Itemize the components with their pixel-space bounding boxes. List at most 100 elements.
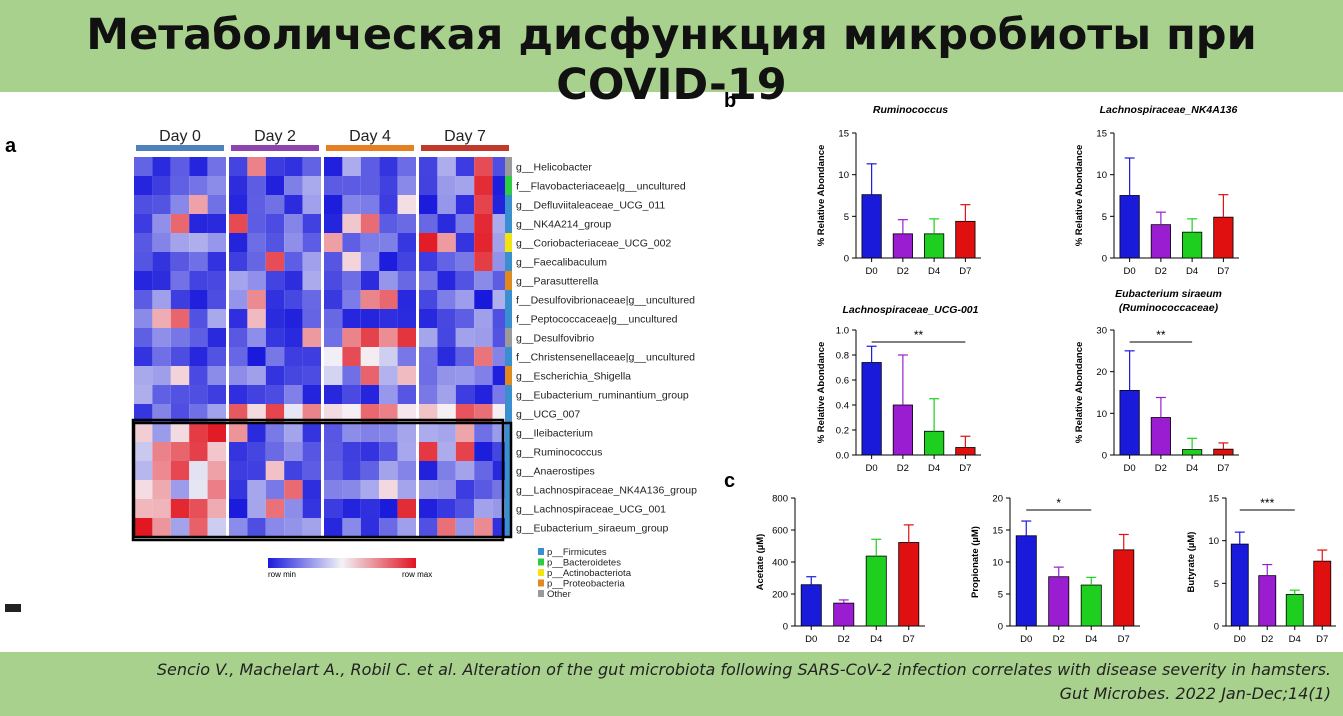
taxon-label: g__Eubacterium_siraeum_group: [516, 523, 669, 535]
x-tick-label: D2: [897, 266, 909, 277]
heatmap-cell: [134, 423, 153, 442]
heatmap-cell: [302, 252, 321, 271]
heatmap-cell: [247, 461, 266, 480]
heatmap-cell: [397, 518, 416, 537]
heatmap-cell: [189, 499, 208, 518]
legend-swatch: [538, 590, 544, 597]
y-tick-label: 0.8: [836, 351, 849, 362]
heatmap-cell: [324, 423, 343, 442]
x-tick-label: D2: [897, 463, 909, 474]
heatmap-cell: [455, 366, 475, 385]
heatmap-cell: [265, 480, 285, 499]
heatmap-cell: [229, 271, 248, 290]
heatmap-cell: [474, 366, 493, 385]
heatmap-cell: [284, 499, 303, 518]
heatmap-panel: Day 0 Day 2 Day 4 Day 7 g__Helicobacter f__Fl…: [5, 128, 697, 612]
heatmap-cell: [455, 233, 475, 252]
heatmap-cell: [455, 480, 475, 499]
heatmap-cell: [437, 461, 456, 480]
heatmap-cell: [419, 347, 438, 366]
heatmap-cell: [170, 423, 190, 442]
heatmap-cell: [397, 214, 416, 233]
heatmap-cell: [360, 385, 380, 404]
heatmap-cell: [189, 404, 208, 423]
panel-label-c: c: [724, 470, 735, 492]
heatmap-cell: [455, 518, 475, 537]
legend-label: Other: [547, 589, 571, 600]
heatmap-cell: [474, 499, 493, 518]
heatmap-cell: [207, 518, 226, 537]
heatmap-cell: [360, 271, 380, 290]
legend-label: p__Firmicutes: [547, 547, 607, 558]
heatmap-cell: [324, 328, 343, 347]
citation-line-1: Sencio V., Machelart A., Robil C. et al.…: [156, 660, 1331, 679]
day-label: Day 0: [159, 128, 201, 145]
heatmap-cell: [379, 499, 398, 518]
heatmap-cell: [207, 157, 226, 176]
bar: [892, 404, 913, 456]
heatmap-cell: [229, 423, 248, 442]
heatmap-cell: [360, 499, 380, 518]
phylum-color-cell: [505, 214, 512, 233]
heatmap-cell: [437, 404, 456, 423]
heatmap-cell: [229, 195, 248, 214]
heatmap-cell: [152, 442, 171, 461]
heatmap-cell: [170, 195, 190, 214]
heatmap-cell: [170, 176, 190, 195]
heatmap-cell: [229, 328, 248, 347]
heatmap-cell: [170, 233, 190, 252]
heatmap-cell: [360, 195, 380, 214]
heatmap-cell: [455, 195, 475, 214]
heatmap-cell: [342, 252, 361, 271]
heatmap-cell: [247, 252, 266, 271]
heatmap-cell: [302, 309, 321, 328]
heatmap-cell: [419, 499, 438, 518]
heatmap-cell: [302, 347, 321, 366]
day-label: Day 7: [444, 128, 486, 145]
phylum-color-cell: [505, 442, 512, 461]
heatmap-cell: [265, 404, 285, 423]
heatmap-cell: [170, 290, 190, 309]
heatmap-cell: [134, 404, 153, 423]
heatmap-cell: [134, 214, 153, 233]
y-tick-label: 0: [998, 622, 1003, 633]
heatmap-cell: [134, 385, 153, 404]
heatmap-cell: [265, 347, 285, 366]
significance-label: ***: [1260, 496, 1274, 510]
heatmap-cell: [397, 366, 416, 385]
heatmap-cell: [134, 347, 153, 366]
x-tick-label: D4: [1186, 266, 1198, 277]
heatmap-cell: [170, 157, 190, 176]
x-tick-label: D0: [866, 266, 878, 277]
heatmap-cell: [284, 385, 303, 404]
heatmap-cell: [207, 461, 226, 480]
chart-subtitle: (Ruminococcaceae): [1119, 302, 1219, 314]
significance-label: **: [1156, 328, 1166, 342]
heatmap-cell: [152, 499, 171, 518]
heatmap-cell: [379, 385, 398, 404]
heatmap-cell: [474, 480, 493, 499]
heatmap-cell: [397, 176, 416, 195]
heatmap-cell: [360, 157, 380, 176]
heatmap-cell: [342, 271, 361, 290]
taxon-label: g__Lachnospiraceae_NK4A136_group: [516, 485, 697, 497]
heatmap-cell: [265, 214, 285, 233]
heatmap-cell: [474, 271, 493, 290]
heatmap-cell: [302, 404, 321, 423]
phylum-color-cell: [505, 423, 512, 442]
heatmap-cell: [455, 328, 475, 347]
heatmap-cell: [284, 366, 303, 385]
chart-title: Ruminococcus: [873, 104, 948, 116]
heatmap-cell: [302, 233, 321, 252]
heatmap-cell: [265, 499, 285, 518]
y-axis-label: % Relative Abondance: [816, 145, 827, 247]
x-tick-label: D7: [959, 266, 971, 277]
heatmap-cell: [324, 233, 343, 252]
title-banner: [0, 0, 1343, 92]
heatmap-cell: [247, 347, 266, 366]
phylum-color-cell: [505, 499, 512, 518]
heatmap-cell: [284, 423, 303, 442]
x-tick-label: D7: [1316, 634, 1328, 645]
heatmap-cell: [265, 157, 285, 176]
heatmap-cell: [152, 233, 171, 252]
